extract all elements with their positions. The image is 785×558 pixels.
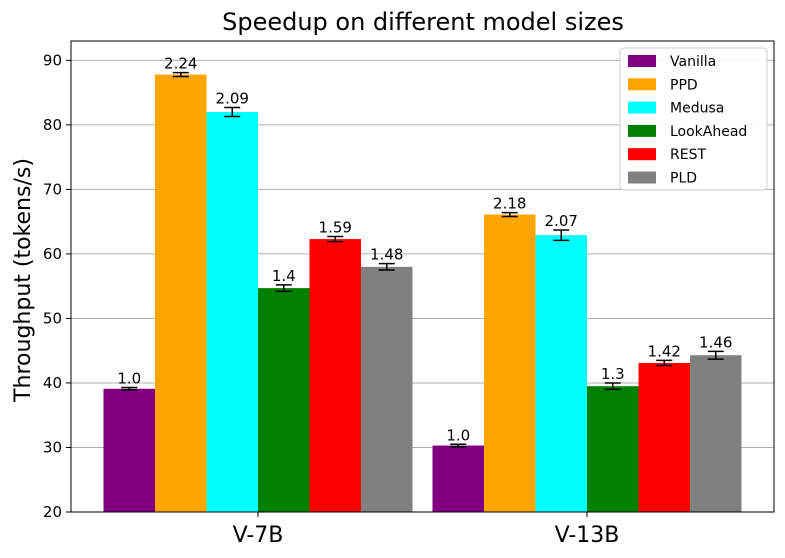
legend-box (619, 47, 768, 191)
legend-label: Vanilla (670, 54, 716, 70)
legend-label: PLD (670, 171, 697, 187)
y-tick-label: 30 (43, 438, 62, 456)
bar (587, 386, 639, 512)
y-tick-label: 70 (43, 180, 62, 198)
legend-swatch (628, 171, 656, 184)
legend-swatch (628, 55, 656, 67)
data-label: 2.24 (164, 55, 197, 73)
bar (432, 445, 484, 512)
bar (206, 111, 258, 513)
legend-swatch (628, 148, 656, 161)
legend-swatch (628, 78, 656, 91)
x-tick-label: V-7B (233, 523, 284, 548)
bar (535, 235, 587, 512)
data-label: 1.42 (648, 342, 681, 360)
y-tick-label: 40 (43, 374, 62, 392)
data-label: 2.07 (545, 212, 578, 230)
y-tick-label: 80 (43, 116, 62, 134)
data-label: 1.46 (699, 333, 732, 351)
data-label: 1.59 (319, 218, 352, 236)
y-tick-label: 20 (43, 503, 62, 521)
bars-layer: 1.0 2.24 2.09 1.4 1.59 1.48 1.0 2.18 2.07 1.3 1.42… (103, 55, 742, 513)
legend-label: Medusa (670, 101, 724, 117)
data-label: 1.3 (601, 365, 625, 383)
data-label: 1.48 (370, 246, 403, 264)
bar (638, 362, 690, 512)
chart-title: Speedup on different model sizes (222, 8, 624, 36)
legend-label: LookAhead (670, 124, 747, 140)
y-tick-label: 50 (43, 309, 62, 327)
data-label: 1.0 (446, 426, 470, 444)
data-label: 2.18 (493, 195, 526, 213)
axes-layer: 20 30 40 50 60 70 80 90 V-7B V-13B (43, 51, 619, 548)
bar (258, 288, 310, 512)
legend-label: REST (670, 147, 706, 163)
plot-frame (70, 40, 775, 513)
data-label: 1.0 (117, 369, 141, 387)
legend: Vanilla PPD Medusa LookAhead REST PLD (619, 47, 768, 191)
y-axis-label: Throughput (tokens/s) (11, 158, 36, 403)
x-tick-label: V-13B (555, 523, 620, 548)
bar (103, 388, 155, 512)
bar (155, 74, 207, 512)
bar (309, 239, 361, 513)
legend-swatch (628, 101, 656, 114)
data-label: 2.09 (216, 89, 249, 107)
y-tick-label: 60 (43, 245, 62, 263)
legend-label: PPD (670, 77, 698, 93)
y-tick-label: 90 (43, 51, 62, 69)
data-label: 1.4 (272, 267, 296, 285)
bar (484, 214, 536, 512)
bar (690, 355, 742, 512)
legend-swatch (628, 124, 656, 137)
bar (361, 266, 413, 512)
